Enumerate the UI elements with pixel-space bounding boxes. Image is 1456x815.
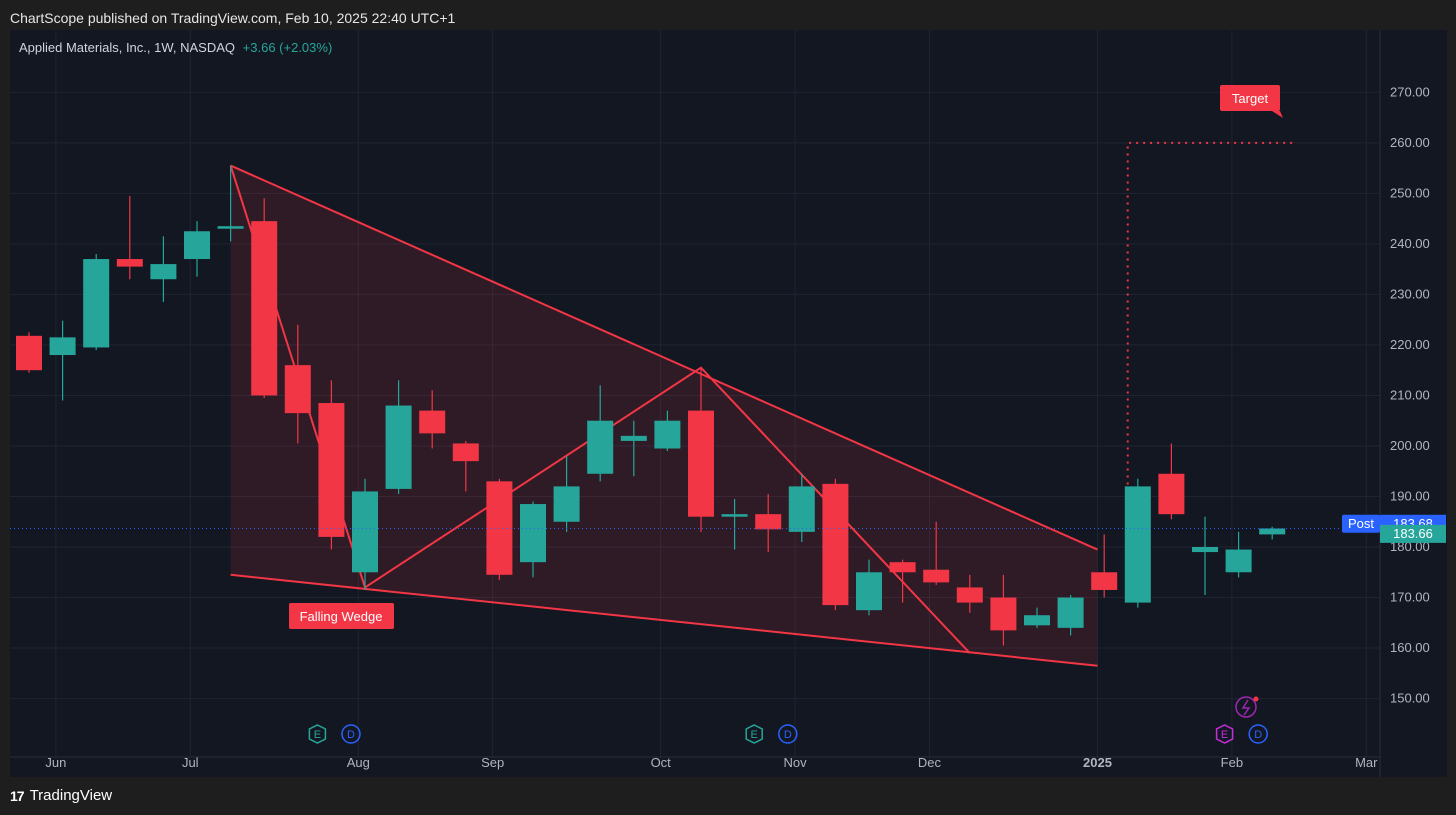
earnings-marker-letter: E — [314, 729, 321, 741]
candle-down — [956, 587, 983, 603]
candle-up — [553, 486, 580, 522]
target-label-pointer — [1272, 111, 1283, 118]
time-tick-label: Nov — [784, 755, 808, 770]
candle-up — [184, 231, 210, 260]
lightning-icon — [1235, 696, 1257, 718]
price-tick-label: 200.00 — [1390, 438, 1430, 453]
candle-down — [1158, 473, 1185, 515]
time-tick-label: Jun — [45, 755, 66, 770]
candle-up — [83, 259, 110, 348]
candle-up — [49, 337, 76, 356]
falling-wedge-label-box — [289, 603, 394, 629]
chart-legend: Applied Materials, Inc., 1W, NASDAQ +3.6… — [19, 40, 332, 55]
candle-down — [419, 410, 446, 434]
candle-down — [16, 335, 42, 371]
candle-up — [1024, 615, 1050, 626]
candle-up — [1225, 549, 1252, 573]
candlestick-chart[interactable]: 150.00160.00170.00180.00190.00200.00210.… — [10, 30, 1447, 777]
bottom-bar — [0, 777, 1456, 815]
candle-down — [688, 410, 714, 517]
earnings-marker-letter: E — [751, 729, 758, 741]
candle-down — [822, 483, 849, 606]
candle-up — [150, 264, 177, 280]
price-tick-label: 170.00 — [1390, 590, 1430, 605]
tradingview-mark-icon: 17 — [10, 787, 25, 804]
falling-wedge-label: Falling Wedge — [300, 609, 383, 624]
wedge-lower-line — [230, 573, 1098, 667]
candle-down — [116, 259, 143, 267]
top-bar — [0, 0, 1456, 30]
candle-down — [251, 221, 278, 396]
target-label-box — [1220, 85, 1280, 111]
candle-up — [1124, 486, 1151, 603]
dividend-marker-letter: D — [347, 729, 355, 741]
time-tick-label: Aug — [347, 755, 370, 770]
target-projection-line — [1126, 141, 1296, 492]
dividend-marker-icon — [1248, 724, 1268, 744]
candle-down — [990, 597, 1017, 631]
candle-down — [755, 514, 782, 530]
candle-down — [318, 403, 345, 537]
price-tick-label: 230.00 — [1390, 286, 1430, 301]
time-tick-label: Dec — [918, 755, 942, 770]
publisher-text: ChartScope published on TradingView.com,… — [10, 10, 456, 26]
dividend-marker-icon — [341, 724, 361, 744]
legend-change: +3.66 (+2.03%) — [242, 40, 333, 55]
candle-down — [1091, 572, 1118, 590]
candle-down — [452, 443, 479, 462]
candle-up — [352, 491, 378, 573]
candle-up — [1259, 528, 1286, 535]
dividend-marker-letter: D — [784, 729, 792, 741]
last-price-badge — [1380, 524, 1446, 543]
price-tick-label: 210.00 — [1390, 387, 1430, 402]
dividend-marker-icon — [778, 724, 798, 744]
price-tick-label: 150.00 — [1390, 691, 1430, 706]
candle-up — [620, 435, 647, 441]
notification-dot — [1253, 696, 1259, 702]
candle-up — [654, 420, 681, 449]
price-tick-label: 250.00 — [1390, 185, 1430, 200]
dividend-marker-letter: D — [1254, 729, 1262, 741]
candle-up — [520, 504, 546, 563]
price-tick-label: 240.00 — [1390, 236, 1430, 251]
candle-down — [284, 365, 311, 414]
price-tick-label: 270.00 — [1390, 84, 1430, 99]
time-tick-label: Sep — [481, 755, 504, 770]
earnings-marker-letter: E — [1221, 729, 1228, 741]
last-price-label: 183.66 — [1393, 526, 1433, 541]
earnings-marker-icon — [1215, 724, 1234, 744]
time-tick-label: Jul — [182, 755, 199, 770]
wedge-upper-line — [230, 164, 1098, 551]
price-tick-label: 220.00 — [1390, 337, 1430, 352]
legend-symbol: Applied Materials, Inc., 1W, NASDAQ — [19, 40, 236, 55]
candle-up — [1192, 547, 1218, 553]
price-tick-label: 260.00 — [1390, 135, 1430, 150]
lightning-bolt — [1241, 699, 1251, 716]
falling-wedge-fill — [230, 165, 1098, 666]
target-label: Target — [1232, 91, 1269, 106]
chart-area[interactable] — [10, 30, 1447, 777]
price-tick-label: 190.00 — [1390, 488, 1430, 503]
post-label: Post — [1348, 516, 1374, 531]
candle-up — [1057, 597, 1084, 628]
earnings-marker-icon — [308, 724, 327, 744]
tradingview-brand: TradingView — [29, 787, 113, 804]
time-tick-label: Oct — [651, 755, 672, 770]
candle-up — [856, 572, 882, 611]
time-tick-label: 2025 — [1083, 755, 1112, 770]
earnings-marker-icon — [745, 724, 763, 744]
candle-down — [923, 569, 950, 583]
candle-up — [721, 514, 748, 517]
candle-up — [217, 226, 244, 229]
candle-up — [385, 405, 412, 489]
time-tick-label: Mar — [1355, 755, 1378, 770]
time-tick-label: Feb — [1221, 755, 1243, 770]
post-badge — [1342, 514, 1380, 533]
candle-up — [788, 486, 815, 532]
candle-down — [889, 562, 916, 573]
candle-up — [587, 420, 614, 474]
tradingview-logo[interactable]: 17 TradingView — [10, 787, 112, 804]
price-tick-label: 160.00 — [1390, 640, 1430, 655]
